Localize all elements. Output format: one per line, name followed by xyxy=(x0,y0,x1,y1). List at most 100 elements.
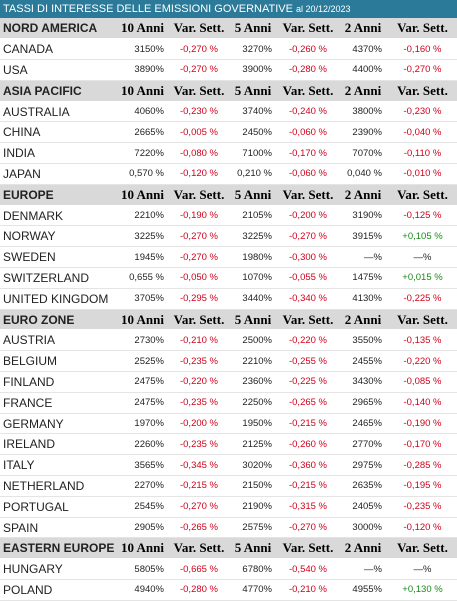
yield: 1980% xyxy=(228,246,278,269)
weekly-change: -0,005 % xyxy=(170,121,228,144)
yield: 3565% xyxy=(115,454,170,477)
section-header: EASTERN EUROPE 10 Anni Var. Sett. 5 Anni Var… xyxy=(0,537,457,560)
weekly-change: -0,225 % xyxy=(388,288,457,310)
weekly-change: -0,270 % xyxy=(278,225,338,248)
weekly-change: -0,540 % xyxy=(278,558,338,581)
weekly-change: -0,080 % xyxy=(170,142,228,165)
country-name: FINLAND xyxy=(0,371,115,393)
country-row: UNITED KINGDOM 3705% -0,295 % 3440% -0,340 %… xyxy=(0,288,457,310)
yield: 3190% xyxy=(338,205,388,227)
weekly-change: -0,235 % xyxy=(388,496,457,518)
yield: 4370% xyxy=(338,38,388,61)
weekly-change: —% xyxy=(388,558,457,581)
weekly-change: -0,260 % xyxy=(278,38,338,61)
weekly-change: -0,225 % xyxy=(278,371,338,393)
column-header: 5 Anni xyxy=(228,18,278,40)
weekly-change: -0,050 % xyxy=(170,267,228,289)
yield: 2475% xyxy=(115,371,170,393)
country-row: USA 3890% -0,270 % 3900% -0,280 % 4400% -0,270… xyxy=(0,59,457,81)
yield: 3430% xyxy=(338,371,388,393)
yield: 3900% xyxy=(228,59,278,81)
weekly-change: -0,215 % xyxy=(170,475,228,497)
country-name: BELGIUM xyxy=(0,350,115,373)
title: TASSI DI INTERESSE DELLE EMISSIONI GOVER… xyxy=(3,3,293,15)
weekly-change: +0,130 % xyxy=(388,579,457,601)
rates-table: NORD AMERICA 10 Anni Var. Sett. 5 Anni Var. … xyxy=(0,18,457,601)
yield: 1945% xyxy=(115,246,170,269)
yield: 2525% xyxy=(115,350,170,373)
country-name: SWEDEN xyxy=(0,246,115,269)
yield: 2500% xyxy=(228,329,278,352)
weekly-change: -0,280 % xyxy=(278,59,338,81)
country-name: JAPAN xyxy=(0,163,115,185)
weekly-change: -0,270 % xyxy=(388,59,457,81)
country-row: FRANCE 2475% -0,235 % 2250% -0,265 % 2965% -0,… xyxy=(0,392,457,414)
weekly-change: -0,055 % xyxy=(278,267,338,289)
weekly-change: -0,270 % xyxy=(170,496,228,518)
country-name: CANADA xyxy=(0,38,115,61)
yield: 0,040 % xyxy=(338,163,388,185)
weekly-change: —% xyxy=(388,246,457,269)
country-row: INDIA 7220% -0,080 % 7100% -0,170 % 7070% -0,1… xyxy=(0,142,457,165)
country-name: ITALY xyxy=(0,454,115,477)
country-name: DENMARK xyxy=(0,205,115,227)
weekly-change: -0,215 % xyxy=(278,413,338,435)
weekly-change: -0,215 % xyxy=(278,475,338,497)
yield: 3225% xyxy=(228,225,278,248)
weekly-change: -0,235 % xyxy=(170,350,228,373)
section-name: ASIA PACIFIC xyxy=(0,80,115,102)
country-row: SPAIN 2905% -0,265 % 2575% -0,270 % 3000% -0,1… xyxy=(0,517,457,539)
weekly-change: +0,015 % xyxy=(388,267,457,289)
country-name: AUSTRALIA xyxy=(0,101,115,123)
yield: 2190% xyxy=(228,496,278,518)
yield: 2575% xyxy=(228,517,278,539)
yield: 2250% xyxy=(228,392,278,414)
yield: 2975% xyxy=(338,454,388,477)
weekly-change: -0,200 % xyxy=(278,205,338,227)
weekly-change: -0,220 % xyxy=(278,329,338,352)
weekly-change: -0,235 % xyxy=(170,433,228,456)
weekly-change: -0,190 % xyxy=(170,205,228,227)
weekly-change: -0,210 % xyxy=(170,329,228,352)
country-name: NETHERLAND xyxy=(0,475,115,497)
country-row: SWITZERLAND 0,655 % -0,050 % 1070% -0,055 % 1… xyxy=(0,267,457,289)
column-header: 10 Anni xyxy=(115,184,170,206)
column-header: Var. Sett. xyxy=(170,309,228,331)
yield: 4060% xyxy=(115,101,170,123)
yield: 7070% xyxy=(338,142,388,165)
yield: 7100% xyxy=(228,142,278,165)
column-header: 5 Anni xyxy=(228,184,278,206)
column-header: 10 Anni xyxy=(115,18,170,40)
weekly-change: -0,085 % xyxy=(388,371,457,393)
country-row: ITALY 3565% -0,345 % 3020% -0,360 % 2975% -0,2… xyxy=(0,454,457,477)
country-name: INDIA xyxy=(0,142,115,165)
yield: 2105% xyxy=(228,205,278,227)
section-name: EASTERN EUROPE xyxy=(0,537,115,560)
yield: 2210% xyxy=(228,350,278,373)
weekly-change: -0,230 % xyxy=(388,101,457,123)
weekly-change: -0,190 % xyxy=(388,413,457,435)
weekly-change: -0,240 % xyxy=(278,101,338,123)
yield: 4770% xyxy=(228,579,278,601)
country-row: DENMARK 2210% -0,190 % 2105% -0,200 % 3190% -0… xyxy=(0,205,457,227)
yield: 2905% xyxy=(115,517,170,539)
yield: 4940% xyxy=(115,579,170,601)
weekly-change: -0,160 % xyxy=(388,38,457,61)
weekly-change: -0,135 % xyxy=(388,329,457,352)
yield: 3000% xyxy=(338,517,388,539)
country-name: GERMANY xyxy=(0,413,115,435)
column-header: Var. Sett. xyxy=(278,537,338,560)
weekly-change: -0,300 % xyxy=(278,246,338,269)
yield: 0,655 % xyxy=(115,267,170,289)
yield: 1070% xyxy=(228,267,278,289)
country-name: IRELAND xyxy=(0,433,115,456)
country-name: POLAND xyxy=(0,579,115,601)
column-header: 2 Anni xyxy=(338,18,388,40)
weekly-change: -0,235 % xyxy=(170,392,228,414)
country-row: CHINA 2665% -0,005 % 2450% -0,060 % 2390% -0,0… xyxy=(0,121,457,144)
title-bar: TASSI DI INTERESSE DELLE EMISSIONI GOVER… xyxy=(0,0,457,18)
yield: 2455% xyxy=(338,350,388,373)
yield: 2390% xyxy=(338,121,388,144)
weekly-change: -0,265 % xyxy=(278,392,338,414)
